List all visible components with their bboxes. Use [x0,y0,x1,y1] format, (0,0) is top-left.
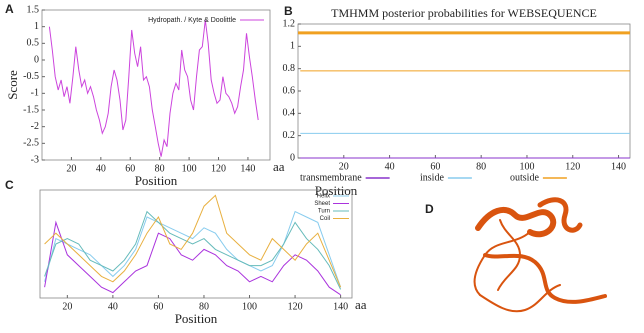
y-tick-label: 0.8 [283,63,296,74]
x-tick-label: 40 [108,301,118,312]
y-tick-label: 0 [34,54,39,65]
y-tick-label: 0.4 [283,108,296,119]
legend-label: Helix [317,194,330,200]
y-tick-label: -2.5 [23,138,39,149]
figure: A20406080100120140-3-2.5-2-1.5-1-0.500.5… [0,0,644,333]
plot-frame [42,10,270,160]
y-tick-label: -2 [31,121,39,132]
panel-label: D [425,202,434,216]
x-tick-label: 140 [333,301,348,312]
y-tick-label: 0.5 [27,38,40,49]
y-tick-label: 0 [290,152,295,163]
panel-label: C [5,178,14,192]
panel-label: A [5,2,14,16]
legend-label: Turn [318,209,330,215]
legend-label: transmembrane [300,172,362,183]
x-axis-label: Position [175,311,218,326]
x-tick-label: 140 [240,163,255,174]
legend-label: inside [420,172,444,183]
series-line [49,20,258,157]
x-tick-label: 100 [242,301,257,312]
y-tick-label: 1 [290,41,295,52]
x-tick-label: 40 [96,163,106,174]
y-axis-label: Score [5,70,20,100]
legend-label: Sheet [314,201,330,207]
series-line [45,195,341,287]
x-tick-label: 120 [565,161,580,172]
x-tick-label: 100 [519,161,534,172]
protein-structure [475,200,605,312]
x-tick-label: 20 [62,301,72,312]
x-tick-label: 60 [430,161,440,172]
x-axis-label: Position [135,173,178,188]
y-tick-label: 1.2 [283,18,296,29]
x-tick-label: 40 [385,161,395,172]
x-tick-label: 60 [153,301,163,312]
x-tick-label: 20 [66,163,76,174]
y-tick-label: 1 [34,21,39,32]
x-unit: aa [355,297,367,312]
x-tick-label: 20 [339,161,349,172]
y-tick-label: -3 [31,154,39,165]
x-unit: aa [273,159,285,174]
x-tick-label: 120 [288,301,303,312]
legend-label: Hydropath. / Kyte & Doolittle [148,17,236,24]
y-tick-label: 0.6 [283,85,296,96]
legend-label: Coil [320,216,330,222]
x-tick-label: 140 [611,161,626,172]
y-tick-label: 1.5 [27,4,40,15]
y-tick-label: -1 [31,88,39,99]
x-tick-label: 100 [182,163,197,174]
y-tick-label: -0.5 [23,71,39,82]
legend-label: outside [510,172,539,183]
y-tick-label: -1.5 [23,104,39,115]
x-tick-label: 120 [211,163,226,174]
series-line [45,212,341,290]
plot-frame [40,190,352,298]
plot-frame [298,24,630,158]
chart-title: TMHMM posterior probabilities for WEBSEQ… [331,6,597,20]
y-tick-label: 0.2 [283,130,296,141]
panel-label: B [284,4,293,18]
x-tick-label: 80 [476,161,486,172]
